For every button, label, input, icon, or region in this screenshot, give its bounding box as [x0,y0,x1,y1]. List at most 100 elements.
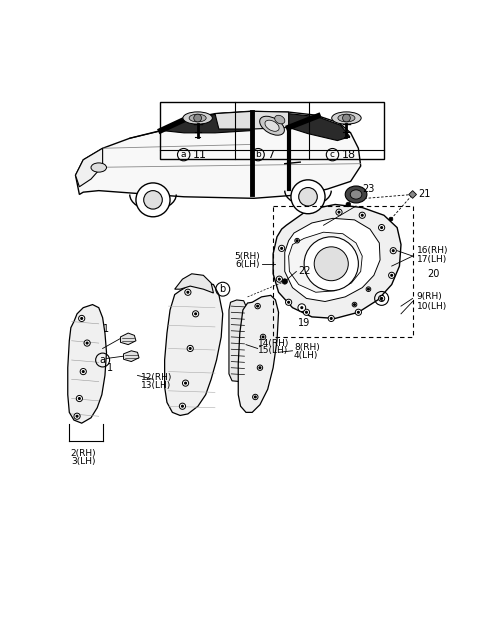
Circle shape [359,212,365,218]
Polygon shape [120,333,136,345]
Polygon shape [215,111,288,129]
Circle shape [260,334,266,340]
Circle shape [192,310,199,317]
Circle shape [255,304,260,309]
Circle shape [276,276,282,282]
Circle shape [84,340,90,346]
Polygon shape [175,274,214,293]
Text: 15(LH): 15(LH) [258,346,288,356]
Circle shape [189,347,192,350]
Polygon shape [68,305,107,423]
Circle shape [194,114,202,122]
Ellipse shape [183,112,212,124]
Circle shape [185,289,191,295]
Ellipse shape [189,114,206,122]
Circle shape [380,226,383,229]
Circle shape [180,403,186,409]
Circle shape [144,191,162,209]
Circle shape [367,287,370,290]
Ellipse shape [91,163,107,172]
Text: b: b [255,150,261,159]
Circle shape [366,287,371,292]
Text: 4(LH): 4(LH) [294,351,318,360]
Polygon shape [165,282,223,416]
Circle shape [353,303,356,306]
Text: 5(RH): 5(RH) [234,252,260,262]
Polygon shape [409,191,417,198]
Ellipse shape [332,112,361,124]
Circle shape [298,304,306,312]
Text: 8(RH): 8(RH) [294,343,320,352]
Circle shape [252,394,258,399]
Text: 2(RH): 2(RH) [71,449,96,458]
Circle shape [181,404,184,408]
Text: 7: 7 [267,150,275,160]
Circle shape [328,316,335,322]
Circle shape [300,306,303,309]
Polygon shape [229,300,246,382]
Circle shape [379,225,385,230]
Text: 11: 11 [193,150,207,160]
Circle shape [299,188,317,206]
Text: a: a [100,355,106,365]
Text: 23: 23 [362,184,374,194]
Circle shape [379,295,385,302]
Ellipse shape [345,186,367,203]
Text: 19: 19 [298,317,310,327]
Circle shape [314,247,348,280]
Circle shape [392,249,395,252]
Text: c: c [379,294,384,304]
Circle shape [305,310,308,314]
Ellipse shape [265,120,279,131]
Circle shape [187,346,193,352]
Polygon shape [123,351,139,362]
Circle shape [352,302,357,307]
Circle shape [295,239,300,243]
Circle shape [304,237,359,290]
Text: 12(RH): 12(RH) [141,373,172,382]
Polygon shape [75,111,360,198]
Text: 21: 21 [418,190,431,200]
Circle shape [303,309,310,316]
Text: 16(RH): 16(RH) [417,246,448,255]
Circle shape [256,305,259,307]
Circle shape [355,309,361,316]
Text: 1: 1 [108,362,113,372]
Circle shape [80,369,86,374]
Circle shape [343,114,350,122]
Circle shape [186,290,190,294]
Circle shape [360,213,364,217]
Text: 13(LH): 13(LH) [141,381,171,390]
Polygon shape [75,148,103,187]
Circle shape [390,248,396,254]
Circle shape [80,317,83,320]
Circle shape [85,342,89,345]
Circle shape [390,274,393,277]
Text: 3(LH): 3(LH) [71,457,96,466]
Circle shape [257,365,263,371]
Circle shape [389,272,395,279]
Circle shape [357,310,360,314]
Circle shape [280,247,283,250]
Circle shape [336,209,342,215]
Circle shape [76,396,83,402]
Circle shape [330,317,333,320]
Circle shape [75,414,79,418]
Circle shape [278,245,285,252]
Text: 10(LH): 10(LH) [417,302,447,310]
Circle shape [287,300,290,304]
Circle shape [79,316,85,322]
Circle shape [296,239,299,242]
Ellipse shape [350,190,362,199]
Polygon shape [238,295,278,413]
Ellipse shape [260,116,285,135]
Text: b: b [220,284,226,294]
Circle shape [278,277,281,280]
Polygon shape [285,218,380,302]
Text: 20: 20 [427,269,440,279]
Circle shape [78,397,81,400]
Circle shape [262,336,264,339]
Text: 9(RH): 9(RH) [417,292,442,301]
Circle shape [254,396,257,399]
Circle shape [194,312,197,316]
